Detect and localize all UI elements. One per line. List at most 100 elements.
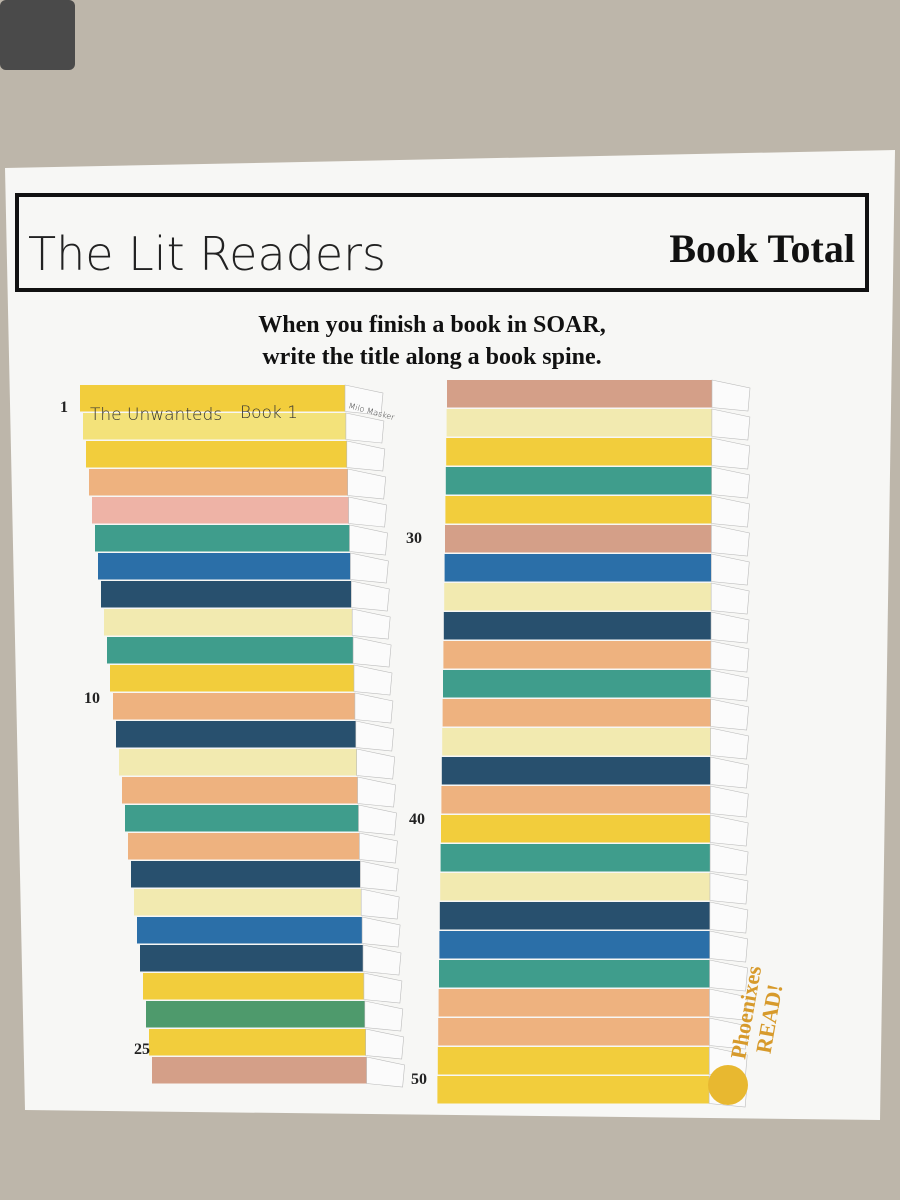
book-spine <box>439 960 710 988</box>
book-pages <box>711 524 750 557</box>
book-spine <box>439 902 710 930</box>
book-spine <box>442 728 711 756</box>
book-pages <box>353 664 393 696</box>
book-pages <box>710 553 750 586</box>
book-spine <box>446 438 712 466</box>
book-spine <box>445 496 712 524</box>
book-spine <box>444 583 712 611</box>
instruction-line: write the title along a book spine. <box>262 344 601 370</box>
book-pages <box>709 814 749 847</box>
count-label: 25 <box>134 1041 150 1058</box>
book-spine <box>441 757 711 785</box>
book-pages <box>709 988 748 1021</box>
header-box <box>15 193 869 292</box>
book-spine <box>122 777 358 804</box>
book-stacks <box>80 379 751 1108</box>
book-volume: Book 1 <box>240 403 298 423</box>
book-pages <box>349 524 388 556</box>
book-pages <box>710 756 749 789</box>
book-pages <box>711 466 750 499</box>
book-spine <box>113 693 355 720</box>
book-spine <box>441 815 711 843</box>
book-pages <box>365 1028 405 1060</box>
book-pages <box>709 930 749 963</box>
book-spine <box>89 469 348 496</box>
book-pages <box>711 379 751 412</box>
book-spine <box>439 931 710 959</box>
book-spine <box>104 609 353 636</box>
book-spine <box>95 525 350 552</box>
book-spine <box>98 553 351 580</box>
book-spine <box>86 441 347 468</box>
book-spine <box>437 1076 710 1104</box>
book-spine <box>140 945 363 972</box>
book-spine <box>125 805 359 832</box>
book-pages <box>711 437 751 470</box>
book-pages <box>709 843 749 876</box>
book-pages <box>362 944 402 976</box>
book-pages <box>348 496 387 528</box>
book-pages <box>346 440 386 472</box>
class-name: The Lit Readers <box>28 227 386 281</box>
book-pages <box>361 916 401 948</box>
book-pages <box>344 384 384 416</box>
book-pages <box>364 1000 404 1032</box>
book-pages <box>710 611 750 644</box>
book-pages <box>347 468 387 500</box>
book-spine <box>149 1029 366 1056</box>
book-spine <box>442 699 711 727</box>
instruction-line: When you finish a book in SOAR, <box>258 312 605 338</box>
count-label: 50 <box>411 1071 427 1088</box>
book-spine <box>438 1018 710 1046</box>
book-pages <box>354 692 394 724</box>
book-spine <box>146 1001 365 1028</box>
count-label: 10 <box>84 690 100 707</box>
book-spine <box>446 409 712 437</box>
logo-emblem <box>708 1065 748 1105</box>
book-spine <box>443 641 711 669</box>
book-pages <box>357 776 396 808</box>
book-pages <box>358 804 397 836</box>
book-spine <box>445 525 712 553</box>
book-spine <box>110 665 354 692</box>
book-pages <box>359 860 399 892</box>
book-spine <box>445 467 712 495</box>
book-pages <box>345 412 385 444</box>
book-spine <box>119 749 357 776</box>
book-spine <box>137 917 363 944</box>
book-spine <box>116 721 356 748</box>
book-spine <box>134 889 362 916</box>
book-spine <box>443 670 711 698</box>
book-spine <box>101 581 352 608</box>
book-pages <box>351 608 391 640</box>
book-spine <box>128 833 360 860</box>
book-spine <box>444 554 712 582</box>
count-label: 1 <box>60 399 68 416</box>
book-pages <box>711 495 750 528</box>
book-pages <box>710 727 749 760</box>
book-spine <box>92 497 349 524</box>
book-pages <box>709 872 749 905</box>
book-spine <box>440 844 711 872</box>
book-spine <box>83 413 346 440</box>
book-spine <box>152 1057 367 1084</box>
book-pages <box>360 888 400 920</box>
book-title: The Unwanteds <box>90 405 222 425</box>
book-pages <box>709 959 748 992</box>
count-label: 40 <box>409 811 425 828</box>
book-spine <box>80 385 345 412</box>
book-pages <box>710 698 750 731</box>
book-spine <box>440 873 710 901</box>
book-spine <box>438 989 710 1017</box>
wall-sign <box>0 0 75 70</box>
book-spine <box>131 861 361 888</box>
book-spine <box>447 380 712 408</box>
book-pages <box>366 1056 405 1088</box>
book-spine <box>143 973 364 1000</box>
book-pages <box>355 720 395 752</box>
book-pages <box>710 582 750 615</box>
book-pages <box>352 636 392 668</box>
book-pages <box>710 669 750 702</box>
